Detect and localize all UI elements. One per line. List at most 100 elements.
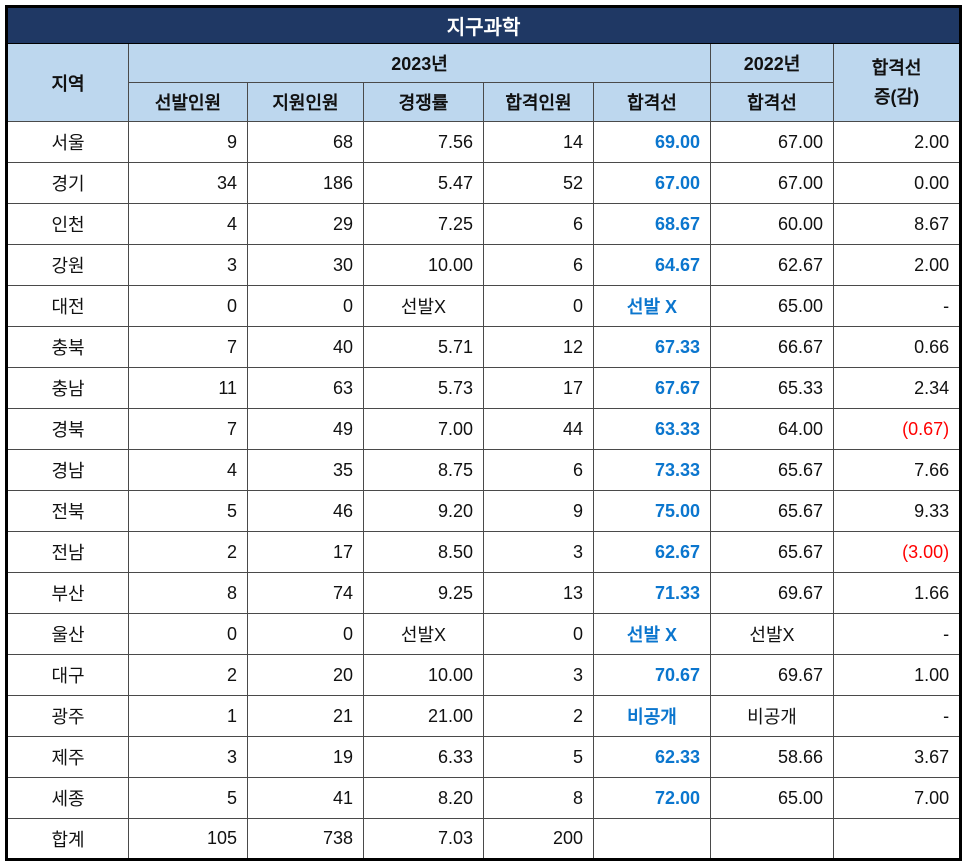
region-cell: 대구 xyxy=(6,654,129,696)
value-cell: 186 xyxy=(247,162,364,204)
value-cell: - xyxy=(832,285,962,327)
value-cell: 7 xyxy=(128,408,248,450)
value-cell: 200 xyxy=(483,818,594,860)
value-cell: 7.56 xyxy=(363,121,484,163)
value-cell: 6 xyxy=(483,203,594,245)
value-cell: 0 xyxy=(247,285,364,327)
value-cell: 65.33 xyxy=(710,367,834,409)
table-row: 세종 5 41 8.20 8 72.00 65.00 7.00 xyxy=(6,777,962,819)
value-cell: 7.66 xyxy=(832,449,962,491)
value-cell: 9 xyxy=(483,490,594,532)
value-cell: 74 xyxy=(247,572,364,614)
value-cell: 62.33 xyxy=(593,736,711,778)
value-cell: 0.66 xyxy=(832,326,962,368)
value-cell: 35 xyxy=(247,449,364,491)
value-cell: 5 xyxy=(128,490,248,532)
value-cell: 선발X xyxy=(363,285,484,327)
value-cell: 11 xyxy=(128,367,248,409)
earth-science-table: 지구과학 지역 2023년 2022년 합격선 증(감) 선발인원 지원인원 경… xyxy=(5,5,963,861)
value-cell: 738 xyxy=(247,818,364,860)
value-cell: 9.20 xyxy=(363,490,484,532)
value-cell: 44 xyxy=(483,408,594,450)
value-cell: 5.73 xyxy=(363,367,484,409)
value-cell: 5.47 xyxy=(363,162,484,204)
value-cell: 62.67 xyxy=(593,531,711,573)
value-cell: 67.00 xyxy=(710,121,834,163)
value-cell xyxy=(593,818,711,860)
value-cell: 10.00 xyxy=(363,244,484,286)
table-row: 충북 7 40 5.71 12 67.33 66.67 0.66 xyxy=(6,326,962,368)
value-cell: 8.20 xyxy=(363,777,484,819)
table-row: 울산 0 0 선발X 0 선발 X 선발X - xyxy=(6,613,962,655)
value-cell: 67.00 xyxy=(710,162,834,204)
col-header-cutoff-2023: 합격선 xyxy=(593,82,711,122)
region-cell: 전북 xyxy=(6,490,129,532)
region-cell: 합계 xyxy=(6,818,129,860)
value-cell: 64.67 xyxy=(593,244,711,286)
value-cell: 65.67 xyxy=(710,449,834,491)
value-cell: 58.66 xyxy=(710,736,834,778)
value-cell: 65.00 xyxy=(710,777,834,819)
value-cell: 17 xyxy=(483,367,594,409)
value-cell: 67.67 xyxy=(593,367,711,409)
table-row: 합계 105 738 7.03 200 xyxy=(6,818,962,860)
col-header-selected: 선발인원 xyxy=(128,82,248,122)
region-cell: 울산 xyxy=(6,613,129,655)
value-cell: 2.00 xyxy=(832,121,962,163)
table-row: 충남 11 63 5.73 17 67.67 65.33 2.34 xyxy=(6,367,962,409)
table-row: 인천 4 29 7.25 6 68.67 60.00 8.67 xyxy=(6,203,962,245)
value-cell: 12 xyxy=(483,326,594,368)
value-cell: 9 xyxy=(128,121,248,163)
value-cell: 65.00 xyxy=(710,285,834,327)
value-cell: 63 xyxy=(247,367,364,409)
value-cell: 5 xyxy=(483,736,594,778)
value-cell: 4 xyxy=(128,203,248,245)
value-cell xyxy=(832,818,962,860)
value-cell: 65.67 xyxy=(710,531,834,573)
region-cell: 충북 xyxy=(6,326,129,368)
value-cell: 63.33 xyxy=(593,408,711,450)
value-cell: 0 xyxy=(128,285,248,327)
value-cell: 30 xyxy=(247,244,364,286)
table-row: 전북 5 46 9.20 9 75.00 65.67 9.33 xyxy=(6,490,962,532)
value-cell: 21 xyxy=(247,695,364,737)
value-cell: 0 xyxy=(247,613,364,655)
region-cell: 강원 xyxy=(6,244,129,286)
value-cell: 2.34 xyxy=(832,367,962,409)
value-cell: 34 xyxy=(128,162,248,204)
value-cell: 21.00 xyxy=(363,695,484,737)
table-row: 제주 3 19 6.33 5 62.33 58.66 3.67 xyxy=(6,736,962,778)
value-cell: 17 xyxy=(247,531,364,573)
score-table: 지구과학 지역 2023년 2022년 합격선 증(감) 선발인원 지원인원 경… xyxy=(5,5,963,861)
value-cell: 2.00 xyxy=(832,244,962,286)
value-cell: 9.33 xyxy=(832,490,962,532)
value-cell: 64.00 xyxy=(710,408,834,450)
value-cell: 선발X xyxy=(363,613,484,655)
cutoff-change-label-line2: 증(감) xyxy=(874,86,920,107)
value-cell: 40 xyxy=(247,326,364,368)
value-cell: 60.00 xyxy=(710,203,834,245)
value-cell: 10.00 xyxy=(363,654,484,696)
value-cell: (3.00) xyxy=(832,531,962,573)
table-row: 광주 1 21 21.00 2 비공개 비공개 - xyxy=(6,695,962,737)
table-row: 부산 8 74 9.25 13 71.33 69.67 1.66 xyxy=(6,572,962,614)
value-cell: 5.71 xyxy=(363,326,484,368)
value-cell: 105 xyxy=(128,818,248,860)
col-header-2022: 2022년 xyxy=(710,43,834,83)
region-cell: 대전 xyxy=(6,285,129,327)
value-cell: 5 xyxy=(128,777,248,819)
table-row: 경남 4 35 8.75 6 73.33 65.67 7.66 xyxy=(6,449,962,491)
value-cell: 20 xyxy=(247,654,364,696)
value-cell: 비공개 xyxy=(593,695,711,737)
value-cell: - xyxy=(832,695,962,737)
table-row: 경북 7 49 7.00 44 63.33 64.00 (0.67) xyxy=(6,408,962,450)
table-body: 서울 9 68 7.56 14 69.00 67.00 2.00 경기 34 186 5.47 52 67… xyxy=(6,121,962,860)
value-cell: 8 xyxy=(483,777,594,819)
col-header-cutoff-change: 합격선 증(감) xyxy=(832,43,962,122)
table-row: 경기 34 186 5.47 52 67.00 67.00 0.00 xyxy=(6,162,962,204)
value-cell: 41 xyxy=(247,777,364,819)
header-row-years: 지역 2023년 2022년 합격선 증(감) xyxy=(6,43,962,122)
value-cell: 6.33 xyxy=(363,736,484,778)
value-cell: 0 xyxy=(483,285,594,327)
region-cell: 서울 xyxy=(6,121,129,163)
